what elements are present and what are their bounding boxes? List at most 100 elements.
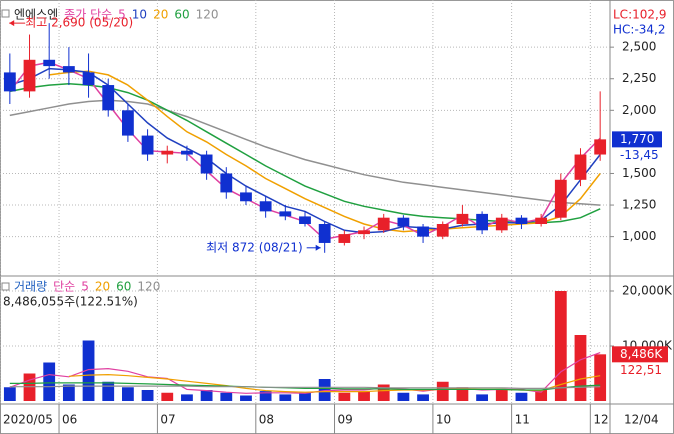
current-volume-box bbox=[612, 346, 668, 363]
legend-title: 거래량 bbox=[14, 280, 47, 294]
x-tick-label: 12 bbox=[593, 413, 608, 427]
volume-bar bbox=[574, 335, 587, 401]
current-volume: 8,486K bbox=[620, 347, 663, 361]
candle-body bbox=[43, 59, 56, 67]
annotation: 최고 2,690 (05/20) bbox=[25, 16, 133, 30]
legend-title: 엔에스엔 bbox=[14, 8, 58, 22]
volume-bar bbox=[200, 390, 213, 401]
candle-body bbox=[456, 213, 469, 224]
volume-bar bbox=[476, 394, 488, 401]
candle-body bbox=[141, 135, 154, 155]
candle-body bbox=[299, 216, 311, 224]
volume-bar bbox=[181, 394, 193, 401]
candle-body bbox=[535, 217, 548, 224]
volume-bar bbox=[358, 391, 370, 401]
volume-bar bbox=[220, 392, 233, 401]
y-tick-label: 2,250 bbox=[622, 71, 656, 85]
lc-label: LC:102,9 bbox=[613, 8, 666, 22]
volume-info: 8,486,055주(122.51%) bbox=[3, 295, 138, 309]
candle-body bbox=[338, 234, 351, 243]
candle-body bbox=[554, 179, 567, 218]
legend-entry: 5 bbox=[118, 8, 126, 22]
candle-body bbox=[495, 217, 508, 231]
current-price: 1,770 bbox=[620, 132, 654, 146]
last-date: 12/04 bbox=[624, 413, 659, 427]
legend-entry: 5 bbox=[81, 280, 89, 294]
volume-bar bbox=[82, 340, 95, 401]
x-tick-label: 2020/05 bbox=[3, 413, 53, 427]
volume-bar bbox=[495, 390, 508, 401]
volume-bar bbox=[3, 387, 16, 401]
volume-bar bbox=[141, 390, 154, 401]
panel-icon bbox=[1, 9, 10, 18]
panel-icon bbox=[1, 282, 10, 291]
candle-body bbox=[279, 211, 292, 217]
ratio-label: 122,51 bbox=[620, 363, 662, 377]
volume-bar bbox=[436, 381, 449, 401]
legend-entry: 20 bbox=[95, 280, 110, 294]
annotation-arrow-head bbox=[9, 20, 15, 27]
legend-entry: 10 bbox=[132, 8, 147, 22]
candle-body bbox=[594, 139, 607, 155]
candle-body bbox=[220, 173, 233, 193]
x-tick-label: 10 bbox=[436, 413, 451, 427]
legend-ma-label: 종가 단순 bbox=[64, 8, 112, 22]
candle-body bbox=[102, 85, 115, 111]
candle-body bbox=[397, 217, 410, 227]
volume-bar bbox=[43, 362, 56, 401]
volume-bar bbox=[102, 381, 115, 401]
legend-entry: 120 bbox=[137, 280, 160, 294]
y-tick-label: 2,000 bbox=[622, 103, 656, 117]
candle-body bbox=[181, 150, 193, 155]
legend-entry: 60 bbox=[116, 280, 131, 294]
volume-bar bbox=[554, 291, 567, 401]
ma-line bbox=[9, 382, 601, 391]
candle-body bbox=[259, 201, 272, 212]
candle-body bbox=[3, 72, 16, 92]
ma-line bbox=[9, 385, 601, 389]
volume-bar bbox=[318, 379, 331, 401]
y-tick-label: 20,000K bbox=[622, 284, 673, 298]
candle-body bbox=[200, 154, 213, 174]
candle-body bbox=[377, 217, 390, 231]
candle-body bbox=[62, 66, 75, 73]
x-tick-label: 07 bbox=[160, 413, 175, 427]
volume-bar bbox=[259, 391, 272, 401]
legend-entry: 20 bbox=[153, 8, 168, 22]
hc-label: HC:-34,2 bbox=[613, 23, 666, 37]
volume-bar bbox=[62, 384, 75, 401]
y-tick-label: 1,000 bbox=[622, 229, 656, 243]
ma-line bbox=[49, 70, 601, 233]
candle-body bbox=[436, 224, 449, 237]
volume-bar bbox=[515, 392, 528, 401]
x-tick-label: 06 bbox=[62, 413, 77, 427]
candle-body bbox=[318, 224, 331, 243]
current-price-box bbox=[612, 131, 662, 148]
candle-body bbox=[122, 110, 134, 136]
volume-bar bbox=[279, 394, 292, 401]
volume-bar bbox=[122, 387, 134, 401]
annotation-arrow-head bbox=[315, 244, 321, 251]
x-tick-label: 08 bbox=[259, 413, 274, 427]
candle-body bbox=[515, 217, 528, 224]
volume-bar bbox=[377, 384, 390, 401]
candle-body bbox=[23, 59, 36, 92]
candle-body bbox=[574, 154, 587, 180]
volume-bar bbox=[594, 354, 607, 401]
x-tick-label: 11 bbox=[515, 413, 530, 427]
x-tick-label: 09 bbox=[338, 413, 353, 427]
volume-bar bbox=[535, 390, 548, 401]
volume-bar bbox=[397, 392, 410, 401]
candle-body bbox=[476, 213, 488, 231]
candle-body bbox=[82, 72, 95, 86]
volume-bar bbox=[338, 392, 351, 401]
y-tick-label: 2,500 bbox=[622, 40, 656, 54]
volume-bar bbox=[417, 394, 429, 401]
legend-ma-label: 단순 bbox=[53, 280, 75, 294]
candle-body bbox=[358, 230, 370, 235]
annotation: 최저 872 (08/21) bbox=[206, 240, 303, 254]
change-label: -13,45 bbox=[620, 148, 659, 162]
legend-entry: 60 bbox=[174, 8, 189, 22]
volume-bar bbox=[456, 387, 469, 401]
